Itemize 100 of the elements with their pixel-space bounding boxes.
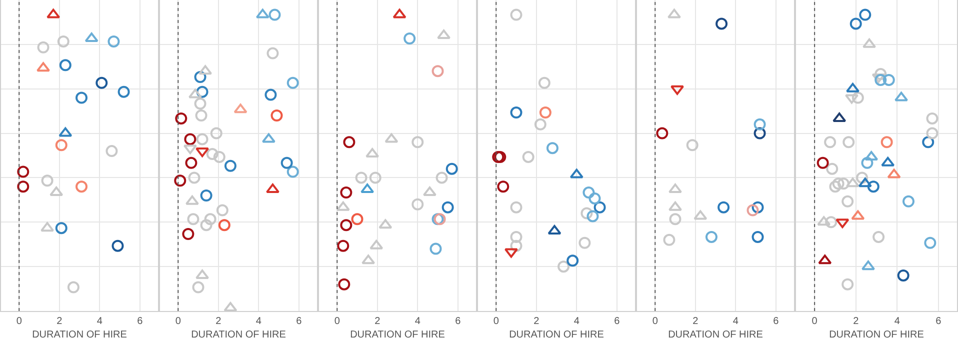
point	[430, 242, 442, 255]
point	[588, 192, 601, 204]
point	[842, 136, 855, 148]
x-tick-label: 6	[773, 316, 780, 327]
x-axis-title: DURATION OF HIRE	[509, 330, 604, 340]
point	[539, 106, 552, 119]
point	[872, 230, 885, 243]
point	[816, 156, 829, 169]
point	[384, 133, 398, 143]
point	[17, 166, 30, 178]
point	[442, 201, 454, 214]
x-tick-label: 2	[853, 316, 860, 327]
point	[880, 136, 893, 148]
x-tick-label: 4	[894, 316, 900, 327]
point	[112, 240, 124, 252]
point	[926, 127, 938, 140]
point	[858, 178, 872, 188]
point	[118, 86, 130, 98]
point	[340, 186, 352, 199]
point	[196, 133, 208, 146]
point	[224, 160, 236, 172]
point	[256, 8, 270, 18]
point	[351, 213, 364, 226]
point	[826, 162, 838, 175]
point	[210, 127, 222, 140]
point	[57, 35, 70, 48]
point	[522, 150, 534, 163]
x-axis-title: DURATION OF HIRE	[668, 330, 764, 340]
point	[694, 210, 708, 220]
point	[360, 184, 374, 194]
point	[436, 172, 448, 184]
x-tick-label: 6	[614, 316, 620, 327]
point	[270, 110, 283, 122]
point	[108, 35, 120, 48]
point	[705, 230, 718, 243]
point	[55, 222, 68, 234]
x-tick-label: 4	[256, 316, 262, 327]
point	[343, 136, 356, 148]
point	[204, 213, 216, 226]
point	[852, 92, 864, 104]
point	[200, 219, 212, 232]
point	[188, 172, 200, 184]
point	[746, 204, 759, 216]
point	[266, 184, 280, 194]
point	[558, 260, 570, 273]
x-tick-label: 0	[334, 316, 340, 327]
x-tick-label: 6	[936, 316, 942, 327]
point	[856, 172, 868, 184]
point	[594, 201, 606, 214]
x-tick-label: 0	[16, 316, 22, 327]
point	[510, 201, 522, 214]
point	[887, 168, 901, 178]
x-tick-label: 6	[137, 316, 144, 327]
point	[548, 225, 562, 235]
point	[546, 142, 558, 154]
x-tick-label: 4	[414, 316, 421, 327]
point	[188, 88, 202, 98]
x-axis-title: DURATION OF HIRE	[829, 330, 924, 340]
x-tick-label: 6	[296, 316, 302, 327]
point	[754, 118, 766, 130]
point	[96, 76, 108, 89]
point	[55, 139, 68, 152]
point	[718, 201, 730, 214]
point	[185, 195, 199, 205]
point	[184, 133, 196, 146]
point	[861, 156, 874, 169]
x-tick-label: 2	[374, 316, 381, 327]
point	[825, 216, 838, 228]
point	[752, 201, 764, 214]
point	[286, 76, 299, 89]
x-axis-title: DURATION OF HIRE	[191, 330, 286, 340]
point	[392, 8, 406, 18]
x-tick-label: 2	[534, 316, 540, 327]
point	[187, 213, 200, 226]
x-tick-label: 0	[493, 316, 500, 327]
point	[362, 254, 376, 264]
point	[874, 74, 887, 86]
point	[404, 32, 416, 44]
point	[504, 248, 518, 258]
point	[656, 127, 668, 140]
x-tick-label: 6	[455, 316, 462, 327]
point	[422, 186, 436, 196]
point	[268, 8, 281, 21]
x-tick-label: 2	[692, 316, 699, 327]
point	[832, 112, 846, 122]
point	[754, 127, 766, 140]
point	[59, 59, 72, 72]
point	[196, 269, 210, 279]
point	[17, 180, 30, 193]
point	[338, 278, 350, 290]
point	[882, 74, 895, 86]
point	[894, 92, 908, 102]
point	[175, 112, 188, 124]
x-tick-label: 4	[732, 316, 739, 327]
point	[366, 148, 380, 158]
point	[902, 195, 914, 208]
point	[586, 210, 599, 222]
point	[194, 98, 206, 110]
point	[850, 18, 862, 30]
point	[264, 88, 277, 101]
